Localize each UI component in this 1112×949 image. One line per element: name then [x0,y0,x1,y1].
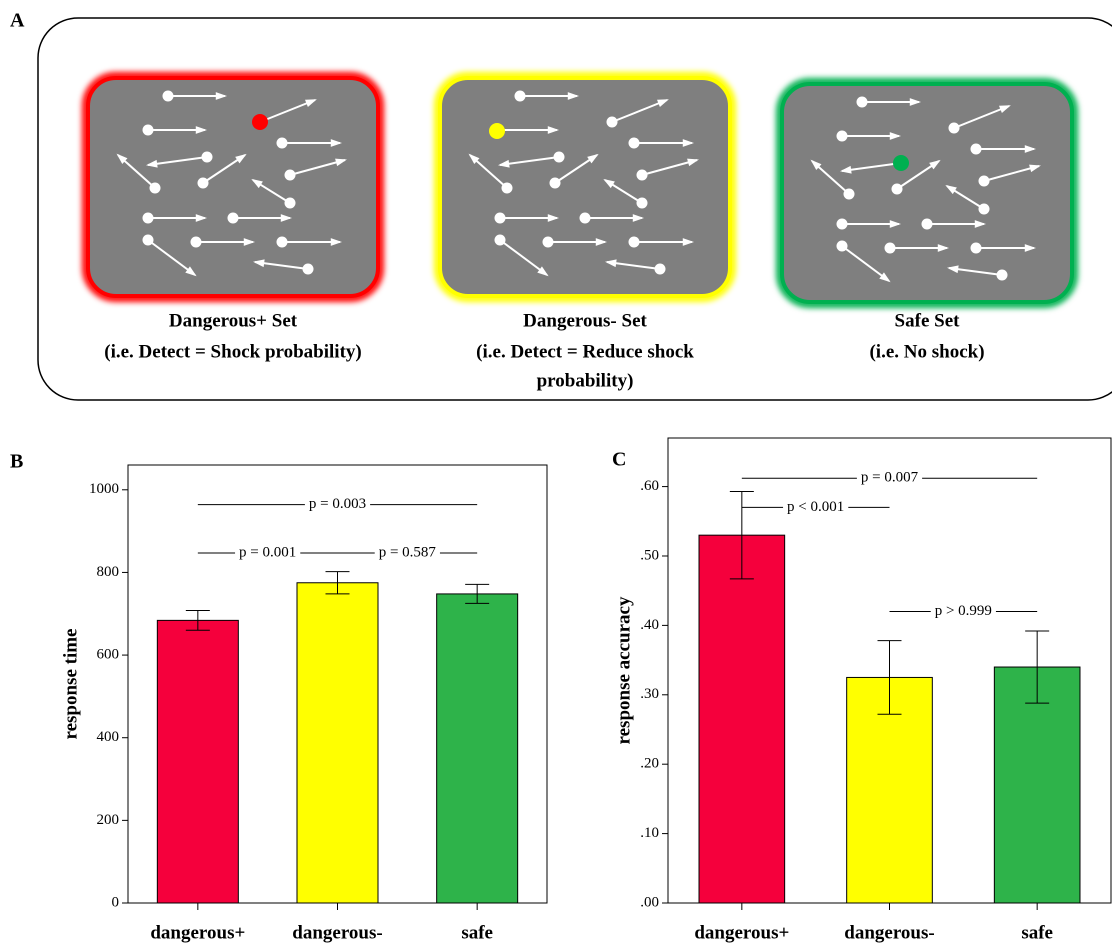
set-title: Safe Set [895,310,961,331]
y-tick-label: 600 [97,647,120,663]
y-tick-label: .60 [640,478,659,494]
dot [550,178,561,189]
x-tick-label: safe [461,922,493,943]
y-tick-label: 1000 [89,481,119,497]
bar [297,583,378,903]
dot [607,117,618,128]
dot [285,170,296,181]
y-tick-label: .40 [640,617,659,633]
dot [922,219,933,230]
y-tick-label: .30 [640,686,659,702]
dot [857,97,868,108]
dot [971,243,982,254]
set-display [440,78,730,296]
target-dot [893,155,909,171]
dot [191,237,202,248]
dot [997,270,1008,281]
figure: A Dangerous+ Set (i.e. Detect = Shock pro… [0,0,1112,949]
dot [143,235,154,246]
dot [277,237,288,248]
p-value-label: p < 0.001 [787,499,844,515]
p-value-label: p = 0.001 [239,544,296,560]
y-tick-label: 800 [97,564,120,580]
y-axis-label: response time [60,629,81,740]
dot [543,237,554,248]
dot [844,189,855,200]
dot [949,123,960,134]
target-dot [489,123,505,139]
set-description: (i.e. No shock) [869,341,984,362]
dot [580,213,591,224]
dot [637,198,648,209]
p-value-label: p > 0.999 [935,603,992,619]
dot [495,235,506,246]
set-display [782,84,1072,302]
panel-label: C [612,449,626,471]
y-tick-label: 0 [112,894,120,910]
dot [971,144,982,155]
dot [198,178,209,189]
dot [285,198,296,209]
panel-label: B [10,451,23,473]
y-axis-label: response accuracy [613,596,634,744]
p-value-label: p = 0.007 [861,470,919,486]
dot [979,204,990,215]
y-tick-label: .20 [640,756,659,772]
dot [637,170,648,181]
set-description: (i.e. Detect = Reduce shock [476,341,694,362]
dot [892,184,903,195]
target-dot [252,114,268,130]
dot [143,125,154,136]
p-value-label: p = 0.003 [309,496,366,512]
y-tick-label: .50 [640,547,659,563]
x-tick-label: dangerous- [844,922,934,943]
dot [150,183,161,194]
dot [277,138,288,149]
set-description: (i.e. Detect = Shock probability) [104,341,361,362]
y-tick-label: 200 [97,812,120,828]
x-tick-label: safe [1021,922,1053,943]
dot [502,183,513,194]
dot [202,152,213,163]
panel-label: A [10,10,25,32]
y-tick-label: 400 [97,729,120,745]
set-title: Dangerous+ Set [169,310,298,331]
bar [157,620,238,903]
p-value-label: p = 0.587 [379,544,437,560]
dot [163,91,174,102]
dot [979,176,990,187]
dot [554,152,565,163]
dot [655,264,666,275]
dot [629,237,640,248]
dot [837,131,848,142]
set-title: Dangerous- Set [523,310,647,331]
set-display [88,78,378,296]
dot [837,219,848,230]
x-tick-label: dangerous+ [694,922,789,943]
dot [143,213,154,224]
bar [699,535,785,903]
dot [228,213,239,224]
x-tick-label: dangerous- [292,922,382,943]
y-tick-label: .00 [640,894,659,910]
bar [437,594,518,903]
x-tick-label: dangerous+ [150,922,245,943]
set-description: probability) [537,370,634,391]
dot [885,243,896,254]
dot [495,213,506,224]
dot [629,138,640,149]
dot [837,241,848,252]
dot [515,91,526,102]
y-tick-label: .10 [640,825,659,841]
dot [303,264,314,275]
